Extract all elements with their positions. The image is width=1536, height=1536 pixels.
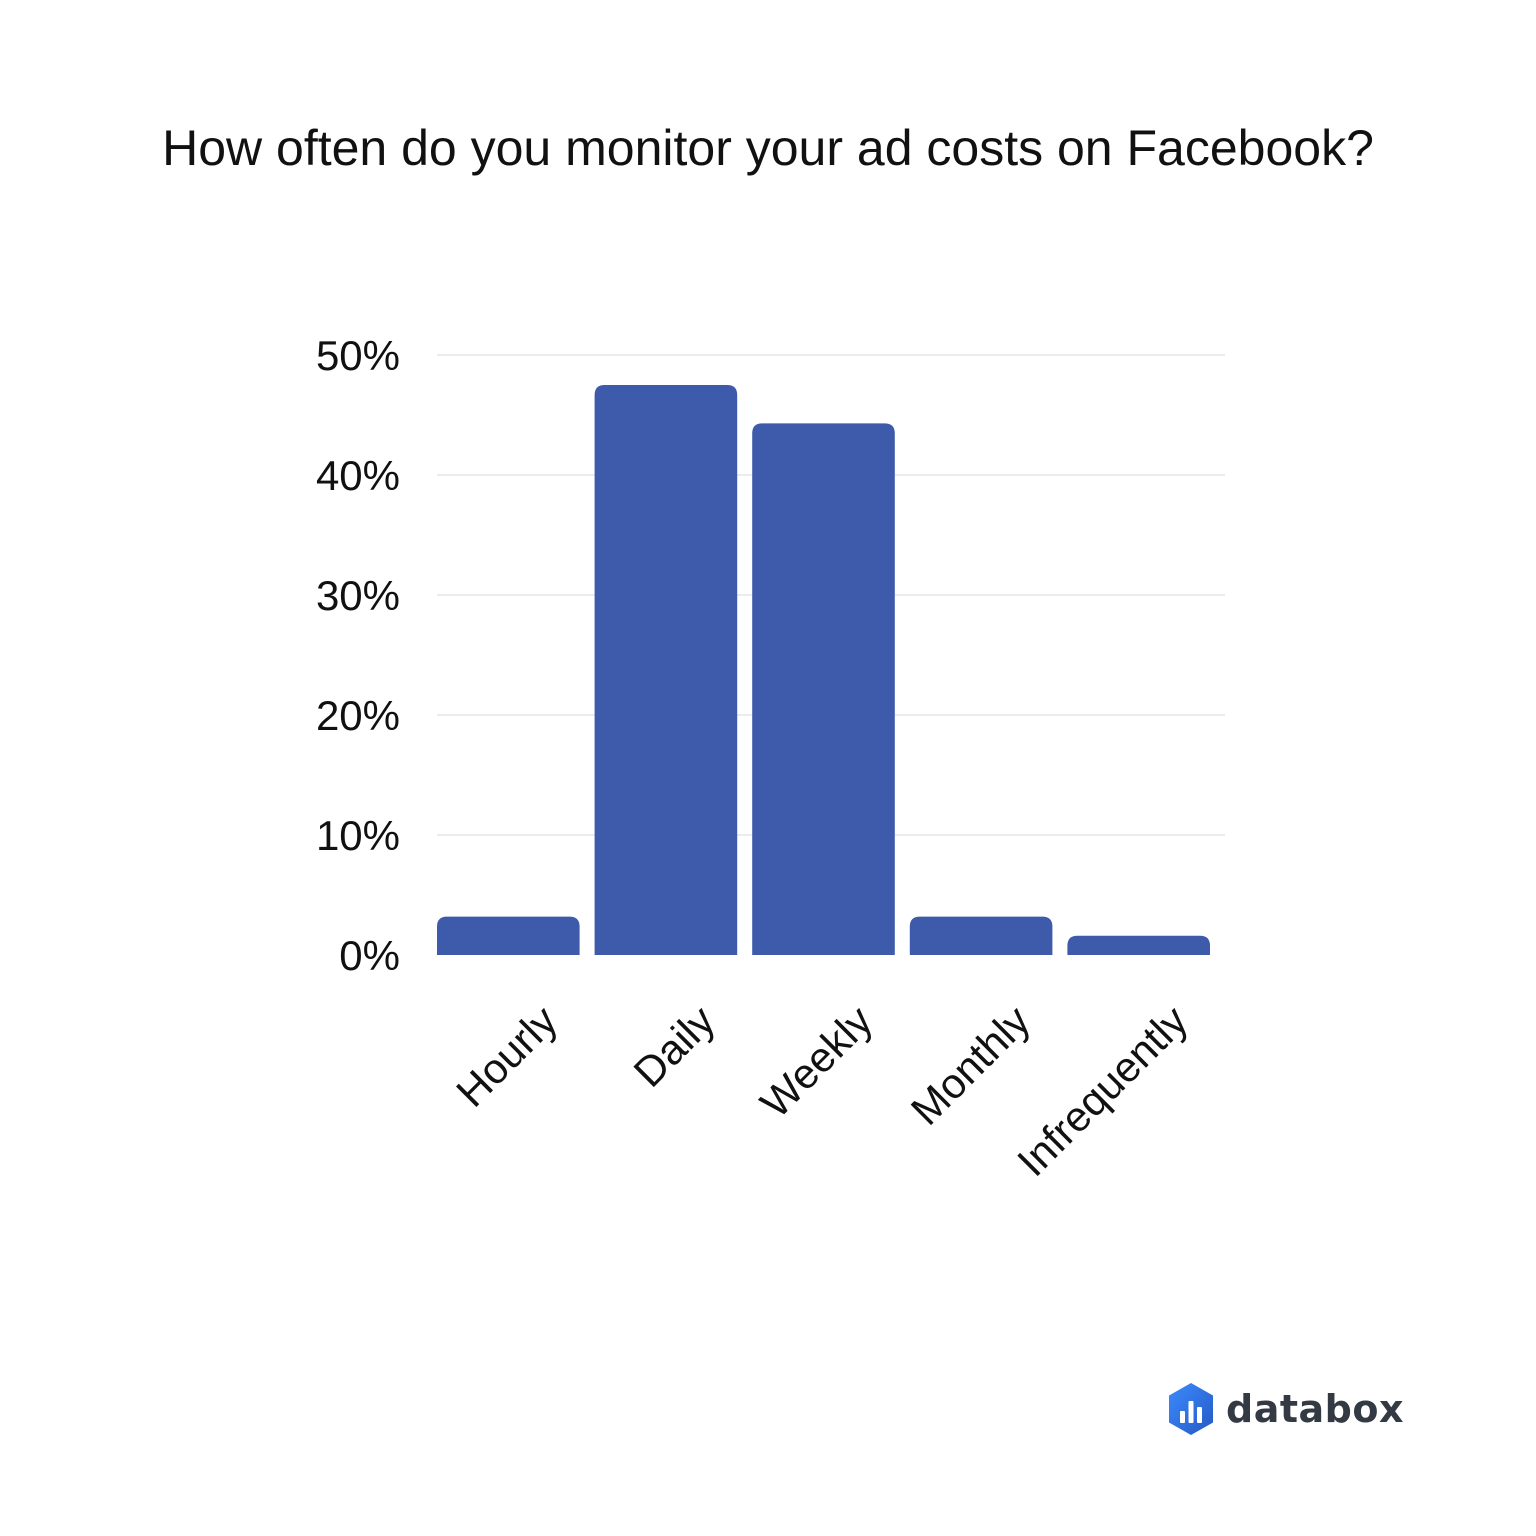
y-axis-tick-labels: 0% 10% 20% 30% 40% 50% <box>316 332 400 979</box>
x-tick-label: Infrequently <box>1008 997 1196 1185</box>
databox-logo-icon <box>1169 1383 1213 1435</box>
bar-weekly <box>752 423 895 955</box>
x-tick-label: Weekly <box>751 997 881 1127</box>
y-tick-label: 0% <box>339 932 400 979</box>
x-tick-label: Hourly <box>447 997 566 1116</box>
x-tick-label: Monthly <box>902 997 1039 1134</box>
bar-monthly <box>909 916 1053 955</box>
y-tick-label: 20% <box>316 692 400 739</box>
y-tick-label: 40% <box>316 452 400 499</box>
bar-infrequently <box>1067 935 1210 955</box>
chart-title: How often do you monitor your ad costs o… <box>162 120 1374 176</box>
y-tick-label: 10% <box>316 812 400 859</box>
databox-brand: databox <box>1166 1380 1404 1438</box>
brand-name: databox <box>1226 1387 1404 1431</box>
bar-daily <box>594 385 738 955</box>
bars <box>437 385 1210 955</box>
y-tick-label: 50% <box>316 332 400 379</box>
x-tick-label: Daily <box>625 997 724 1096</box>
y-tick-label: 30% <box>316 572 400 619</box>
bar-hourly <box>437 916 580 955</box>
